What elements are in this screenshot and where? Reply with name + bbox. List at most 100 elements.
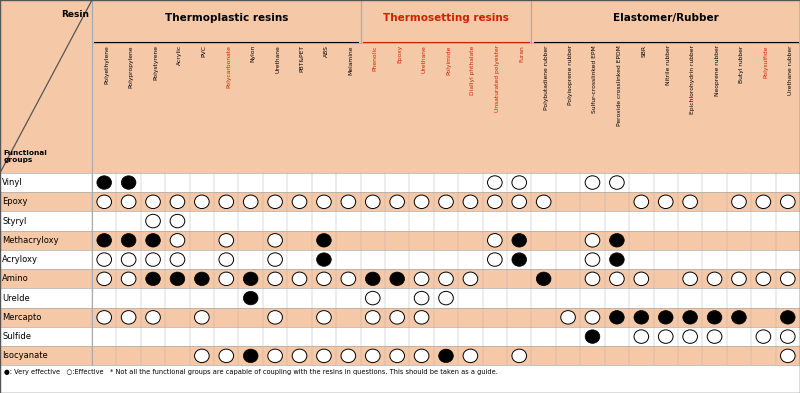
Text: Urethane rubber: Urethane rubber	[788, 45, 793, 95]
Text: Sulfur-crosslinked EPM: Sulfur-crosslinked EPM	[593, 45, 598, 113]
Text: Urethane: Urethane	[422, 45, 426, 73]
Text: Methacryloxy: Methacryloxy	[2, 236, 59, 245]
Ellipse shape	[781, 272, 795, 286]
Ellipse shape	[756, 195, 770, 209]
Text: Unsaturated polyester: Unsaturated polyester	[495, 45, 500, 112]
Ellipse shape	[487, 233, 502, 247]
Ellipse shape	[487, 195, 502, 209]
Ellipse shape	[781, 330, 795, 343]
Text: Functional
groups: Functional groups	[3, 150, 47, 163]
Bar	[0, 0, 800, 173]
Ellipse shape	[634, 195, 649, 209]
Ellipse shape	[317, 233, 331, 247]
Ellipse shape	[268, 233, 282, 247]
Ellipse shape	[683, 330, 698, 343]
Ellipse shape	[390, 272, 405, 286]
Ellipse shape	[219, 349, 234, 363]
Text: Peroxide crosslinked EPDM: Peroxide crosslinked EPDM	[617, 45, 622, 126]
Ellipse shape	[97, 233, 111, 247]
Ellipse shape	[732, 272, 746, 286]
Ellipse shape	[268, 310, 282, 324]
Text: Urethane: Urethane	[275, 45, 280, 73]
Ellipse shape	[732, 310, 746, 324]
Ellipse shape	[146, 272, 160, 286]
Ellipse shape	[732, 195, 746, 209]
Ellipse shape	[561, 310, 575, 324]
Text: Styryl: Styryl	[2, 217, 26, 226]
Text: ABS: ABS	[324, 45, 329, 57]
Ellipse shape	[317, 272, 331, 286]
Ellipse shape	[414, 272, 429, 286]
Bar	[0, 250, 800, 269]
Ellipse shape	[146, 195, 160, 209]
Ellipse shape	[536, 272, 551, 286]
Ellipse shape	[390, 195, 405, 209]
Ellipse shape	[194, 310, 209, 324]
Ellipse shape	[707, 272, 722, 286]
Ellipse shape	[585, 330, 600, 343]
Bar	[0, 173, 800, 192]
Ellipse shape	[268, 272, 282, 286]
Ellipse shape	[219, 253, 234, 266]
Ellipse shape	[122, 253, 136, 266]
Text: SBR: SBR	[642, 45, 646, 57]
Text: Mercapto: Mercapto	[2, 313, 42, 322]
Text: Epoxy: Epoxy	[2, 197, 28, 206]
Ellipse shape	[610, 233, 624, 247]
Ellipse shape	[292, 195, 307, 209]
Ellipse shape	[414, 349, 429, 363]
Text: Polypropylene: Polypropylene	[129, 45, 134, 88]
Ellipse shape	[366, 272, 380, 286]
Ellipse shape	[658, 195, 673, 209]
Ellipse shape	[634, 272, 649, 286]
Ellipse shape	[366, 310, 380, 324]
Text: Butyl rubber: Butyl rubber	[739, 45, 744, 83]
Ellipse shape	[610, 176, 624, 189]
Ellipse shape	[756, 272, 770, 286]
Ellipse shape	[585, 310, 600, 324]
Text: Epichlorohydrin rubber: Epichlorohydrin rubber	[690, 45, 695, 114]
Text: PBT&PET: PBT&PET	[299, 45, 305, 72]
Ellipse shape	[390, 310, 405, 324]
Ellipse shape	[585, 253, 600, 266]
Ellipse shape	[658, 330, 673, 343]
Text: Acrylic: Acrylic	[178, 45, 182, 66]
Ellipse shape	[268, 195, 282, 209]
Ellipse shape	[170, 195, 185, 209]
Ellipse shape	[97, 310, 111, 324]
Ellipse shape	[366, 291, 380, 305]
Ellipse shape	[414, 310, 429, 324]
Ellipse shape	[97, 176, 111, 189]
Ellipse shape	[219, 233, 234, 247]
Text: Polycarbonate: Polycarbonate	[226, 45, 231, 88]
Ellipse shape	[512, 176, 526, 189]
Ellipse shape	[341, 349, 356, 363]
Bar	[0, 288, 800, 308]
Ellipse shape	[122, 233, 136, 247]
Ellipse shape	[146, 253, 160, 266]
Text: Polybutadiene rubber: Polybutadiene rubber	[544, 45, 549, 110]
Bar	[0, 308, 800, 327]
Ellipse shape	[219, 272, 234, 286]
Text: Melamine: Melamine	[348, 45, 354, 75]
Ellipse shape	[243, 349, 258, 363]
Ellipse shape	[683, 310, 698, 324]
Ellipse shape	[317, 253, 331, 266]
Ellipse shape	[781, 349, 795, 363]
Text: Furan: Furan	[519, 45, 524, 62]
Ellipse shape	[512, 253, 526, 266]
Ellipse shape	[707, 330, 722, 343]
Ellipse shape	[122, 310, 136, 324]
Text: Vinyl: Vinyl	[2, 178, 23, 187]
Text: Diallyl phthalate: Diallyl phthalate	[470, 45, 475, 95]
Ellipse shape	[463, 272, 478, 286]
Text: Sulfide: Sulfide	[2, 332, 31, 341]
Bar	[0, 346, 800, 365]
Ellipse shape	[658, 310, 673, 324]
Text: Amino: Amino	[2, 274, 29, 283]
Text: Epoxy: Epoxy	[397, 45, 402, 63]
Ellipse shape	[487, 253, 502, 266]
Ellipse shape	[683, 195, 698, 209]
Bar	[0, 231, 800, 250]
Ellipse shape	[585, 176, 600, 189]
